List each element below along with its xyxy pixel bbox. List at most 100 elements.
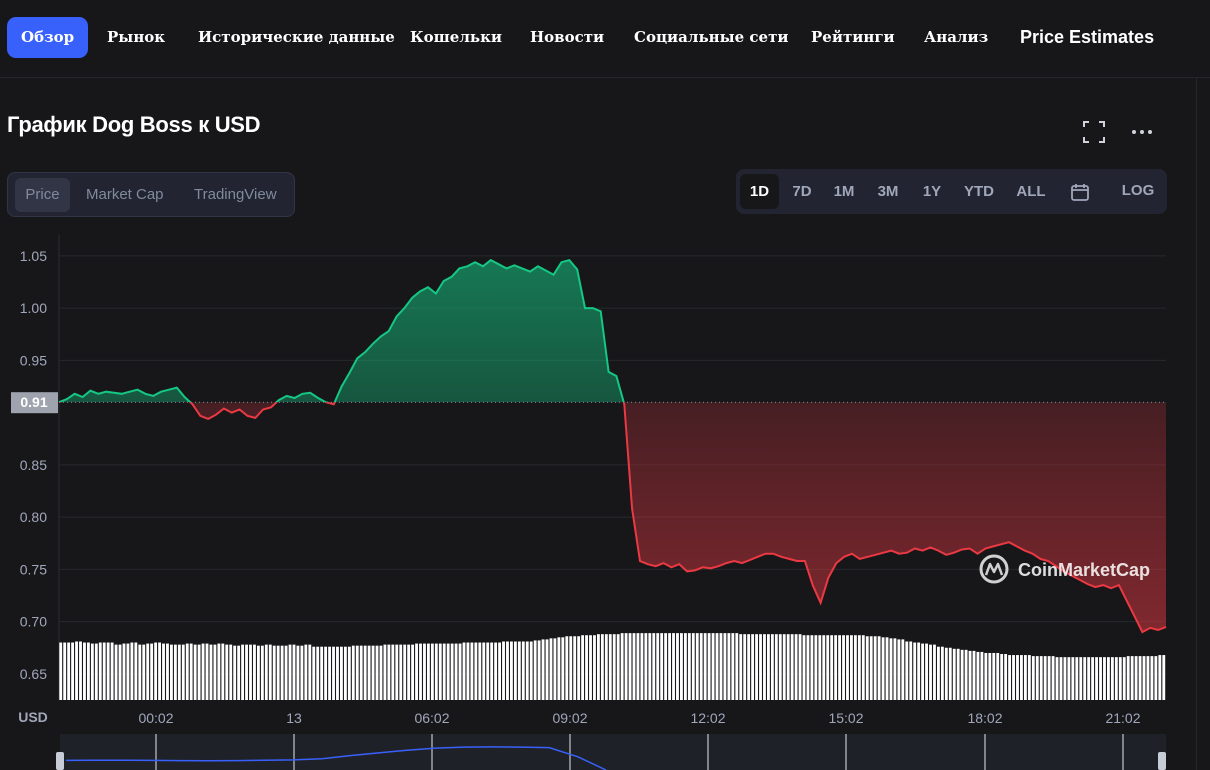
volume-bar	[268, 644, 272, 700]
range-1d[interactable]: 1D	[740, 174, 779, 209]
volume-bar	[747, 634, 751, 700]
nav-item-8[interactable]: Price Estimates	[1020, 27, 1155, 47]
volume-bar	[229, 644, 233, 700]
volume-bar	[881, 637, 885, 700]
nav-item-6[interactable]: Рейтинги	[811, 28, 895, 46]
volume-bar	[237, 645, 241, 700]
volume-bar	[474, 642, 478, 700]
nav-item-4[interactable]: Новости	[530, 28, 605, 46]
volume-bar	[826, 635, 830, 700]
calendar-icon[interactable]	[1062, 174, 1098, 209]
volume-bar	[600, 634, 604, 700]
volume-bar	[1106, 657, 1110, 700]
volume-bar	[415, 643, 418, 700]
volume-bar	[185, 643, 189, 700]
volume-bar	[126, 643, 130, 700]
volume-bar	[723, 633, 727, 700]
volume-bar	[256, 645, 260, 700]
volume-bar	[426, 643, 430, 700]
volume-bar	[253, 644, 256, 700]
volume-bar	[541, 639, 545, 700]
volume-bar	[798, 634, 802, 700]
range-ytd[interactable]: YTD	[964, 183, 994, 200]
volume-bar	[430, 643, 434, 700]
volume-bar	[249, 644, 252, 700]
volume-bar	[869, 636, 873, 700]
chart-title: График Dog Boss к USD	[7, 112, 261, 137]
volume-bar	[458, 643, 462, 700]
volume-bar	[766, 634, 770, 700]
nav-item-1[interactable]: Рынок	[107, 28, 166, 46]
volume-bar	[695, 633, 699, 700]
range-1y[interactable]: 1Y	[922, 183, 942, 200]
more-options-icon[interactable]	[1128, 118, 1156, 146]
volume-bar	[1039, 656, 1043, 700]
log-toggle[interactable]: LOG	[1121, 182, 1155, 199]
nav-item-7[interactable]: Анализ	[924, 28, 989, 46]
volume-bar	[1063, 657, 1067, 700]
volume-bar	[857, 635, 861, 700]
volume-bar	[660, 633, 664, 700]
tab-market-cap[interactable]: Market Cap	[86, 186, 164, 203]
volume-bar	[1075, 657, 1079, 700]
volume-bar	[865, 636, 869, 700]
volume-bar	[577, 636, 581, 700]
volume-bar	[1146, 656, 1150, 700]
volume-bar	[71, 642, 75, 700]
volume-bar	[640, 633, 644, 700]
volume-bar	[921, 643, 925, 700]
nav-item-2[interactable]: Исторические данные	[198, 28, 395, 46]
volume-bar	[1126, 656, 1130, 700]
volume-bar	[304, 644, 308, 700]
navigator-handle-right	[1158, 752, 1166, 770]
tab-tradingview[interactable]: TradingView	[194, 186, 277, 203]
volume-bar	[672, 633, 675, 700]
volume-bar	[1012, 655, 1015, 700]
volume-bar	[1047, 656, 1051, 700]
volume-bar	[1079, 657, 1083, 700]
volume-bar	[687, 633, 691, 700]
volume-bar	[561, 637, 565, 700]
volume-bar	[336, 646, 339, 700]
volume-bar	[676, 633, 679, 700]
volume-bar	[320, 646, 324, 700]
range-1m[interactable]: 1M	[833, 183, 855, 200]
x-tick-label: 09:02	[552, 710, 587, 726]
range-7d[interactable]: 7D	[792, 183, 812, 200]
volume-bar	[466, 642, 470, 700]
x-tick-label: 18:02	[967, 710, 1002, 726]
volume-bar	[280, 645, 284, 700]
volume-bar	[367, 645, 371, 700]
volume-bar	[233, 645, 237, 700]
price-line-down	[58, 402, 1167, 634]
volume-bar	[494, 642, 498, 700]
volume-bar	[340, 646, 343, 700]
volume-bar	[968, 650, 972, 700]
volume-bar	[478, 642, 482, 700]
volume-bar	[739, 634, 743, 700]
volume-bar	[438, 643, 442, 700]
volume-bar	[691, 633, 695, 700]
range-all[interactable]: ALL	[1016, 183, 1046, 200]
volume-bar	[782, 634, 786, 700]
volume-bar	[470, 642, 474, 700]
volume-bar	[371, 645, 375, 700]
volume-bar	[138, 644, 142, 700]
volume-bar	[1103, 657, 1106, 700]
tab-price[interactable]: Price	[15, 178, 70, 212]
fullscreen-icon[interactable]	[1080, 118, 1108, 146]
volume-bar	[770, 634, 774, 700]
y-axis-unit: USD	[18, 709, 48, 725]
volume-bar	[90, 643, 94, 700]
volume-bar	[114, 644, 118, 700]
nav-item-0[interactable]: Обзор	[7, 17, 89, 58]
nav-item-5[interactable]: Социальные сети	[634, 28, 789, 46]
nav-item-3[interactable]: Кошельки	[410, 28, 503, 46]
volume-bar	[1162, 655, 1166, 700]
volume-bar	[1091, 657, 1095, 700]
navigator-line	[65, 746, 607, 770]
y-tick-label: 1.00	[20, 300, 47, 316]
range-3m[interactable]: 3M	[877, 183, 899, 200]
volume-bar	[130, 642, 134, 700]
volume-bar	[786, 634, 790, 700]
